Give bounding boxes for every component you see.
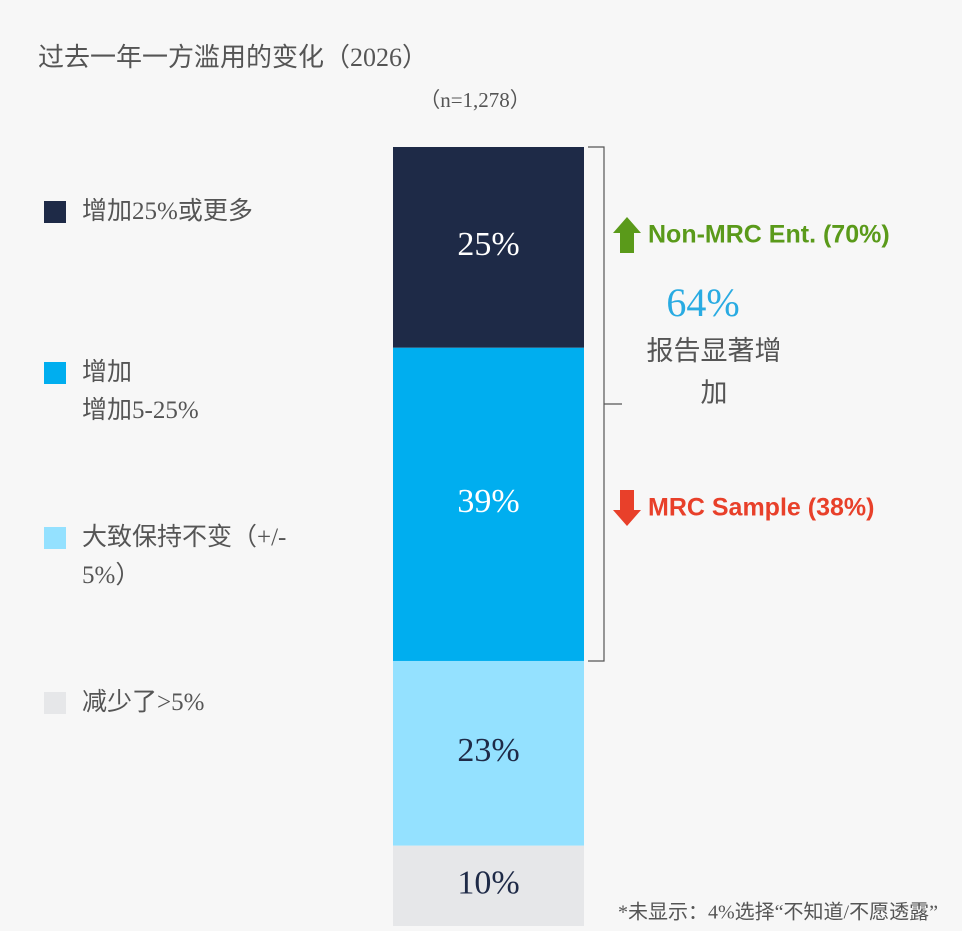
bar-segment [393,147,584,348]
bracket-text: 报告显著增加 [646,336,782,408]
bar-segment [393,845,584,926]
legend-label: 增加 增加5-25% [82,359,199,424]
legend-label: 大致保持不变（+/- 5%） [82,524,287,589]
legend-swatch [44,362,66,384]
annotation: MRC Sample (38%) [648,494,874,522]
arrow-icon [613,490,641,526]
annotation: Non-MRC Ent. (70%) [648,221,890,249]
arrow-icon [613,217,641,253]
chart-title: 过去一年一方滥用的变化（2026） [38,43,428,72]
value-label: 25% [457,226,519,263]
value-label: 23% [457,732,519,769]
legend-label: 增加25%或更多 [82,198,253,225]
bar-segment [393,347,584,661]
legend-swatch [44,527,66,549]
bracket-text-box: 报告显著增加 [646,336,782,408]
legend-swatch [44,692,66,714]
bar-segment [393,660,584,846]
bracket-label: 64% [666,280,739,325]
value-label: 39% [457,483,519,520]
value-label: 10% [457,865,519,902]
footnote: *未显示：4%选择“不知道/不愿透露” [618,901,938,924]
bracket [588,146,622,662]
legend-label: 减少了>5% [82,689,205,716]
legend-swatch [44,201,66,223]
chart-subtitle: （n=1,278） [419,88,531,112]
